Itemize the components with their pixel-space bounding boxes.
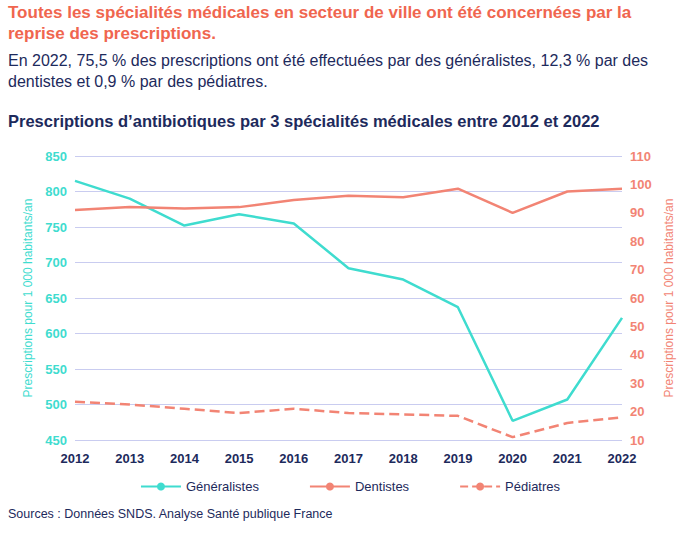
svg-text:110: 110 (630, 149, 651, 164)
svg-text:750: 750 (45, 220, 67, 235)
svg-text:2013: 2013 (115, 451, 144, 466)
svg-text:60: 60 (630, 291, 644, 306)
svg-text:2019: 2019 (443, 451, 472, 466)
svg-text:2017: 2017 (334, 451, 363, 466)
svg-text:2016: 2016 (279, 451, 308, 466)
svg-text:2012: 2012 (61, 451, 90, 466)
svg-text:Dentistes: Dentistes (355, 479, 410, 494)
svg-text:2021: 2021 (553, 451, 582, 466)
html-text:Prescriptions d’antibiotiques: Prescriptions d’antibiotiques par 3 spéc… (8, 112, 600, 130)
svg-text:10: 10 (630, 433, 644, 448)
svg-text:70: 70 (630, 262, 644, 277)
svg-text:50: 50 (630, 319, 644, 334)
svg-text:100: 100 (630, 177, 652, 192)
svg-text:80: 80 (630, 234, 644, 249)
svg-text:Généralistes: Généralistes (186, 479, 259, 494)
svg-text:Pédiatres: Pédiatres (505, 479, 560, 494)
svg-text:2015: 2015 (225, 451, 254, 466)
svg-text:800: 800 (45, 184, 67, 199)
svg-text:2014: 2014 (170, 451, 200, 466)
html-text:En 2022, 75,5 % des prescripti: En 2022, 75,5 % des prescriptions ont ét… (8, 52, 649, 90)
svg-text:700: 700 (45, 255, 67, 270)
html-text:Toutes les spécialités médical: Toutes les spécialités médicales en sect… (8, 3, 632, 43)
html-text:Sources : Données SNDS. Analys: Sources : Données SNDS. Analyse Santé pu… (8, 507, 333, 521)
svg-text:500: 500 (45, 397, 67, 412)
svg-text:550: 550 (45, 362, 67, 377)
svg-text:30: 30 (630, 376, 644, 391)
svg-text:2022: 2022 (608, 451, 637, 466)
svg-text:650: 650 (45, 291, 67, 306)
svg-text:20: 20 (630, 404, 644, 419)
svg-text:2020: 2020 (498, 451, 527, 466)
svg-text:Prescriptions pour 1 000 habit: Prescriptions pour 1 000 habitants/an (662, 199, 676, 398)
svg-text:600: 600 (45, 326, 67, 341)
svg-text:2018: 2018 (389, 451, 418, 466)
svg-text:450: 450 (45, 433, 67, 448)
svg-text:40: 40 (630, 347, 644, 362)
svg-text:90: 90 (630, 205, 644, 220)
svg-text:Prescriptions pour 1 000 habit: Prescriptions pour 1 000 habitants/an (21, 199, 35, 398)
svg-text:850: 850 (45, 149, 67, 164)
